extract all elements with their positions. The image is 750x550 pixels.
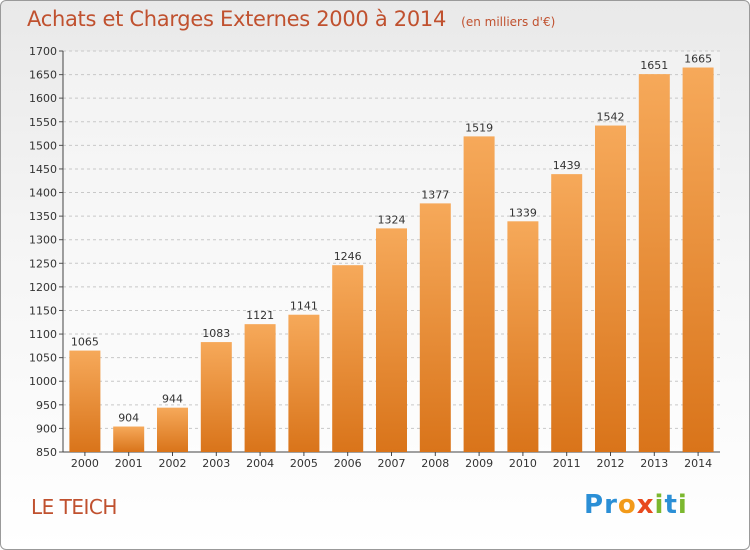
bar-value-label: 1542 bbox=[597, 111, 625, 124]
proxiti-logo: Proxiti bbox=[584, 490, 688, 520]
bar-value-label: 1083 bbox=[202, 327, 230, 340]
y-tick-label: 1550 bbox=[29, 116, 57, 129]
bar bbox=[682, 67, 714, 452]
x-tick-label: 2004 bbox=[246, 457, 274, 470]
bar-value-label: 1141 bbox=[290, 300, 318, 313]
x-tick-label: 2001 bbox=[115, 457, 143, 470]
bar bbox=[638, 74, 670, 453]
bar-value-label: 1121 bbox=[246, 309, 274, 322]
y-tick-label: 1400 bbox=[29, 187, 57, 200]
logo-letter: t bbox=[664, 490, 678, 520]
bar-value-label: 1439 bbox=[553, 159, 581, 172]
y-tick-label: 1450 bbox=[29, 163, 57, 176]
logo-letter: r bbox=[604, 490, 618, 520]
logo-letter: i bbox=[654, 490, 665, 520]
x-tick-label: 2000 bbox=[71, 457, 99, 470]
y-tick-label: 900 bbox=[36, 422, 57, 435]
y-tick-label: 850 bbox=[36, 446, 57, 459]
x-tick-label: 2010 bbox=[509, 457, 537, 470]
bar bbox=[419, 203, 451, 452]
bar bbox=[113, 426, 145, 452]
logo-letter: P bbox=[584, 490, 605, 520]
chart-header: Achats et Charges Externes 2000 à 2014 (… bbox=[27, 7, 555, 31]
bar-value-label: 1519 bbox=[465, 121, 493, 134]
bar-value-label: 1665 bbox=[684, 53, 712, 66]
bar bbox=[595, 125, 626, 453]
bar bbox=[376, 228, 407, 452]
y-tick-label: 1350 bbox=[29, 210, 57, 223]
logo-letter: i bbox=[677, 490, 688, 520]
bar bbox=[288, 314, 320, 452]
bar-value-label: 1377 bbox=[421, 188, 449, 201]
bar-value-label: 1324 bbox=[378, 213, 406, 226]
y-tick-label: 1700 bbox=[29, 45, 57, 58]
bar-value-label: 1246 bbox=[334, 250, 362, 263]
y-tick-label: 1600 bbox=[29, 92, 57, 105]
x-tick-label: 2014 bbox=[684, 457, 712, 470]
y-tick-label: 1650 bbox=[29, 69, 57, 82]
x-tick-label: 2006 bbox=[334, 457, 362, 470]
x-tick-label: 2013 bbox=[640, 457, 668, 470]
y-tick-label: 1150 bbox=[29, 304, 57, 317]
y-tick-label: 1250 bbox=[29, 257, 57, 270]
x-tick-label: 2011 bbox=[553, 457, 581, 470]
x-tick-label: 2005 bbox=[290, 457, 318, 470]
bar bbox=[507, 221, 539, 452]
x-tick-label: 2012 bbox=[597, 457, 625, 470]
bar bbox=[332, 265, 364, 452]
y-tick-label: 1200 bbox=[29, 281, 57, 294]
x-tick-label: 2002 bbox=[159, 457, 187, 470]
bar-value-label: 1339 bbox=[509, 206, 537, 219]
bar bbox=[244, 324, 276, 452]
bar bbox=[69, 350, 101, 452]
logo-letter: x bbox=[636, 490, 655, 520]
x-tick-label: 2007 bbox=[378, 457, 406, 470]
chart-title: Achats et Charges Externes 2000 à 2014 bbox=[27, 7, 447, 31]
y-tick-label: 1300 bbox=[29, 234, 57, 247]
chart-unit-note: (en milliers d'€) bbox=[461, 15, 556, 29]
bar bbox=[157, 407, 188, 452]
bar bbox=[463, 136, 495, 452]
place-name: LE TEICH bbox=[31, 495, 117, 519]
y-tick-label: 1000 bbox=[29, 375, 57, 388]
bar bbox=[551, 174, 583, 452]
y-tick-label: 1500 bbox=[29, 139, 57, 152]
y-tick-label: 950 bbox=[36, 399, 57, 412]
bar-value-label: 944 bbox=[162, 393, 183, 406]
bar-value-label: 1065 bbox=[71, 336, 99, 349]
y-tick-label: 1100 bbox=[29, 328, 57, 341]
x-tick-label: 2009 bbox=[465, 457, 493, 470]
x-tick-label: 2008 bbox=[421, 457, 449, 470]
x-tick-label: 2003 bbox=[202, 457, 230, 470]
bar bbox=[200, 342, 232, 452]
logo-letter: o bbox=[617, 490, 637, 520]
y-tick-label: 1050 bbox=[29, 352, 57, 365]
bar-value-label: 1651 bbox=[640, 59, 668, 72]
bar-value-label: 904 bbox=[118, 412, 139, 425]
